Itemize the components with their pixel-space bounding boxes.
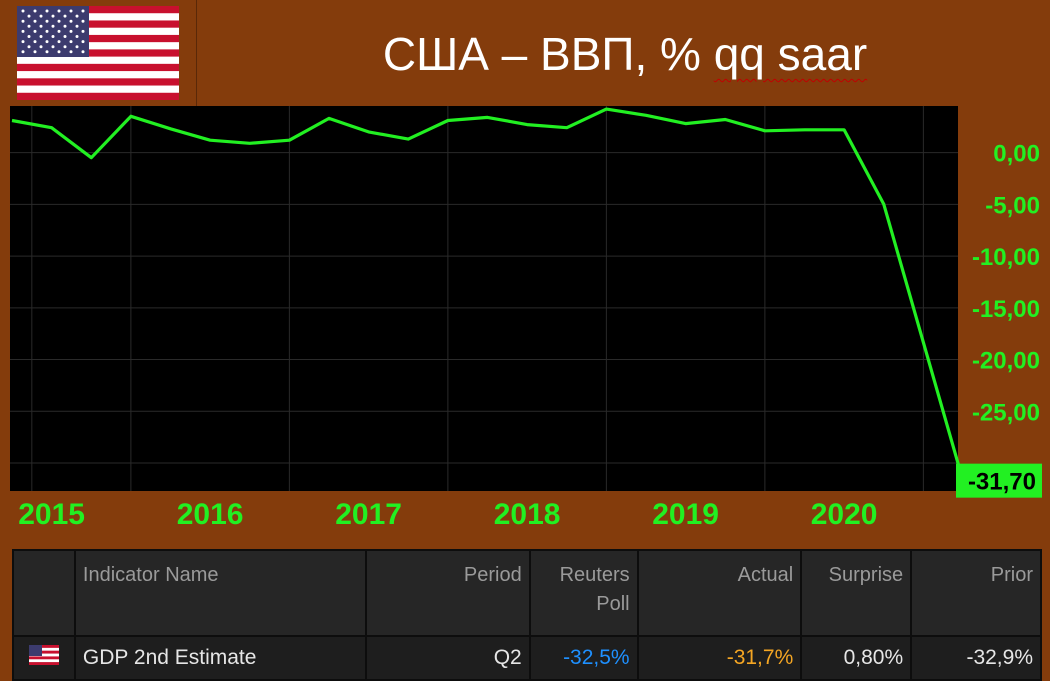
header-surprise[interactable]: Surprise — [800, 549, 913, 637]
x-tick-label: 2017 — [335, 498, 402, 531]
x-tick-label: 2020 — [811, 498, 878, 531]
header-indicator-name[interactable]: Indicator Name — [73, 549, 368, 637]
indicator-table-container: Indicator Name Period Reuters Poll Actual… — [12, 549, 1042, 681]
header-poll-line2: Poll — [596, 593, 630, 615]
header-actual[interactable]: Actual — [636, 549, 803, 637]
indicator-table: Indicator Name Period Reuters Poll Actual… — [12, 549, 1042, 681]
row-surprise: 0,80% — [800, 635, 913, 681]
last-value-label: -31,70 — [968, 469, 1036, 496]
y-tick-label: -15,00 — [972, 296, 1040, 323]
gdp-series-line — [11, 107, 965, 482]
last-value-badge — [956, 463, 1042, 498]
flag-container — [0, 0, 197, 106]
y-tick-label: -5,00 — [985, 192, 1040, 219]
row-actual: -31,7% — [636, 635, 803, 681]
table-row[interactable]: GDP 2nd Estimate Q2 -32,5% -31,7% 0,80% … — [12, 635, 1042, 681]
plot-background — [10, 106, 958, 491]
y-tick-label: -10,00 — [972, 244, 1040, 271]
x-tick-label: 2018 — [494, 498, 561, 531]
row-period: Q2 — [365, 635, 531, 681]
row-prior: -32,9% — [910, 635, 1042, 681]
us-flag-icon — [28, 645, 59, 666]
row-indicator-name: GDP 2nd Estimate — [73, 635, 368, 681]
y-tick-label: 0,00 — [993, 141, 1040, 168]
x-tick-label: 2016 — [177, 498, 244, 531]
row-flag-cell — [12, 635, 76, 681]
y-tick-label: -25,00 — [972, 399, 1040, 426]
header-poll-line1: Reuters — [559, 564, 630, 586]
header-reuters-poll[interactable]: Reuters Poll — [528, 549, 639, 637]
y-tick-label: -20,00 — [972, 348, 1040, 375]
title-main: США – ВВП, % — [382, 28, 701, 80]
x-tick-label: 2015 — [18, 498, 85, 531]
us-flag-icon — [17, 6, 179, 100]
row-reuters-poll: -32,5% — [528, 635, 639, 681]
header-period[interactable]: Period — [365, 549, 531, 637]
header-prior[interactable]: Prior — [910, 549, 1042, 637]
table-header-row: Indicator Name Period Reuters Poll Actual… — [12, 549, 1042, 637]
chart-area: 2015 2016 2017 2018 2019 2020 0,00 -5,00 -10,00… — [10, 100, 1050, 532]
title-tail: qq saar — [713, 28, 868, 80]
gdp-line-chart: 2015 2016 2017 2018 2019 2020 0,00 -5,00 -10,00… — [10, 100, 1042, 531]
page-title: США – ВВП, % qq saar — [200, 24, 1050, 84]
x-tick-label: 2019 — [652, 498, 719, 531]
header-flag — [12, 549, 76, 637]
header: США – ВВП, % qq saar — [0, 0, 1050, 106]
